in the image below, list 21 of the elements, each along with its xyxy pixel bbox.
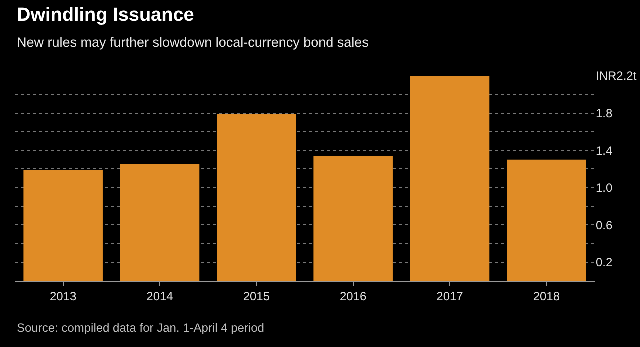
bar	[120, 164, 200, 281]
x-tick-label: 2015	[243, 289, 270, 304]
y-tick-label: 0.2	[596, 256, 614, 270]
y-tick-label: 1.4	[596, 144, 614, 158]
x-tick-label: 2013	[50, 289, 77, 304]
bar	[217, 114, 296, 281]
x-tick-label: 2017	[436, 289, 464, 304]
bar	[410, 76, 490, 281]
bar	[314, 156, 393, 281]
y-tick-label: 1.0	[596, 181, 614, 196]
source-note: Source: compiled data for Jan. 1-April 4 period	[17, 321, 264, 335]
y-tick-label: 0.6	[596, 218, 614, 232]
x-tick-label: 2016	[340, 289, 367, 304]
chart-title: Dwindling Issuance	[17, 5, 194, 26]
chart-subtitle: New rules may further slowdown local-currency bond sales	[17, 35, 370, 50]
bar	[24, 170, 103, 281]
y-tick-label: INR2.2t	[596, 69, 638, 84]
x-tick-label: 2014	[146, 289, 174, 304]
x-tick-label: 2018	[533, 289, 560, 304]
bar	[507, 160, 586, 281]
y-tick-label: 1.8	[596, 106, 614, 120]
